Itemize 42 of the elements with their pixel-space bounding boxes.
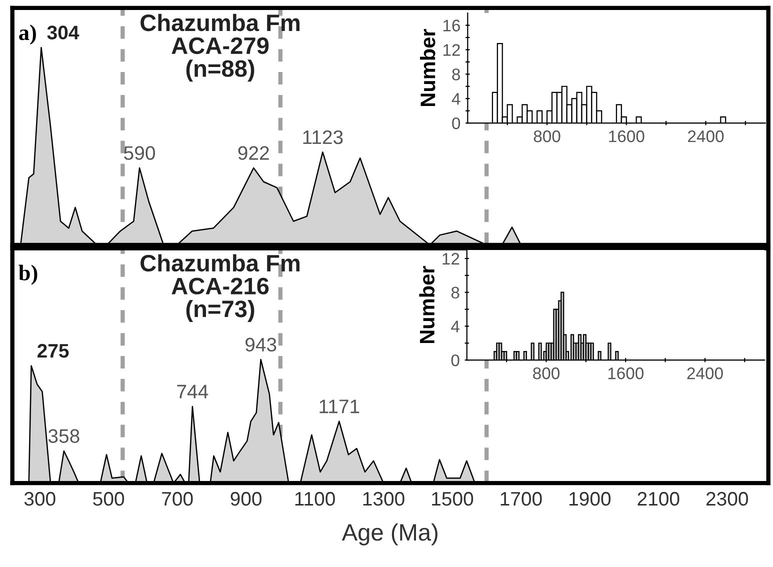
- x-tick-label: 300: [24, 492, 56, 506]
- x-tick-label: 1600: [609, 130, 644, 142]
- chart-title: Chazumba Fm ACA-279 (n=88): [140, 14, 300, 82]
- y-tick-label: 0: [452, 117, 460, 130]
- x-tick-label: 1900: [570, 492, 611, 506]
- y-tick-label: 4: [452, 93, 460, 105]
- text: b): [18, 264, 38, 285]
- x-tick-label: 2400: [687, 367, 723, 380]
- x-tick-label: 1100: [295, 492, 335, 506]
- annotation: 1123: [303, 130, 343, 144]
- x-tick-label: 1700: [500, 492, 542, 506]
- y-tick-label: 16: [443, 20, 460, 32]
- annotation: 922: [238, 146, 269, 160]
- x-tick-label: 2300: [706, 492, 748, 506]
- x-tick-label: 1500: [432, 492, 474, 506]
- x-tick-label: 900: [230, 492, 262, 506]
- y-tick-label: 12: [443, 44, 460, 56]
- annotation: 358: [48, 429, 80, 443]
- annotation: 1171: [320, 400, 360, 414]
- annotation: 590: [124, 146, 155, 160]
- annotation: 304: [47, 26, 80, 40]
- y-tick-label: 8: [452, 68, 460, 80]
- annotation: 275: [38, 344, 69, 358]
- y-axis-title: Number: [420, 28, 436, 106]
- x-tick-label: 500: [93, 492, 124, 506]
- x-tick-label: 1600: [608, 367, 644, 380]
- x-tick-label: 2100: [638, 492, 680, 506]
- y-tick-label: 0: [451, 354, 460, 366]
- y-tick-label: 4: [451, 320, 460, 332]
- text: a): [19, 24, 36, 45]
- x-axis-title: Age (Ma): [342, 523, 438, 546]
- x-tick-label: 800: [534, 130, 560, 142]
- x-tick-label: 1300: [363, 492, 404, 506]
- x-tick-label: 700: [162, 492, 193, 506]
- y-tick-label: 8: [451, 286, 460, 299]
- chart-title: Chazumba Fm ACA-216 (n=73): [140, 254, 300, 322]
- y-tick-label: 12: [442, 252, 460, 265]
- annotation: 943: [246, 338, 276, 352]
- y-axis-title: Number: [419, 266, 435, 344]
- x-tick-label: 800: [533, 367, 560, 380]
- annotation: 744: [177, 384, 208, 398]
- x-tick-label: 2400: [688, 130, 724, 142]
